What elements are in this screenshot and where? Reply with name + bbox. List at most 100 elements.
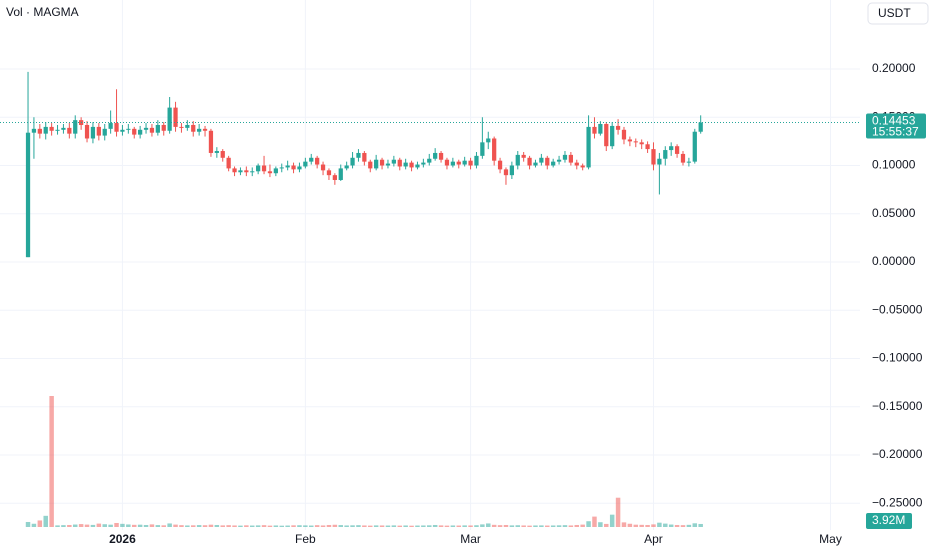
- candle-body: [509, 165, 514, 176]
- candle-body: [385, 163, 391, 166]
- candle-body: [84, 124, 90, 139]
- candle-body: [580, 165, 585, 168]
- candle-body: [551, 161, 556, 166]
- volume-bar: [674, 524, 680, 527]
- candle-body: [55, 129, 60, 131]
- volume-bar: [149, 524, 155, 527]
- candle-body: [138, 129, 143, 135]
- candle-body: [639, 142, 644, 145]
- candle-body: [633, 141, 638, 143]
- candle-body: [350, 157, 355, 166]
- volume-bar: [651, 524, 656, 527]
- volume-bar: [179, 525, 184, 527]
- volume-bar: [143, 524, 149, 527]
- last-price-box: [866, 113, 926, 139]
- candle-body: [155, 124, 160, 133]
- candle-body: [515, 154, 520, 166]
- volume-bar: [190, 525, 196, 527]
- volume-bar: [96, 523, 102, 527]
- y-tick-label: −0.25000: [872, 495, 923, 509]
- volume-bar: [615, 497, 621, 527]
- volume-bar: [480, 524, 485, 527]
- volume-bar: [126, 524, 131, 527]
- volume-bar: [320, 525, 326, 527]
- volume-bar: [273, 525, 279, 527]
- volume-bar: [574, 524, 580, 527]
- candle-body: [120, 129, 125, 132]
- currency-button[interactable]: [867, 2, 929, 25]
- volume-bars: [25, 396, 703, 527]
- candle-body: [326, 170, 332, 176]
- last-price-label: 0.14453: [872, 114, 916, 128]
- candle-body: [338, 168, 343, 180]
- candle-body: [43, 126, 48, 134]
- candle-body: [604, 124, 609, 147]
- currency-label[interactable]: USDT: [878, 6, 911, 20]
- volume-bar: [356, 525, 361, 527]
- volume-bar: [137, 524, 143, 527]
- candle-body: [96, 126, 101, 136]
- candle-body: [539, 157, 544, 163]
- candle-body: [610, 125, 615, 147]
- volume-bar: [261, 525, 267, 527]
- candle-body: [309, 157, 314, 162]
- volume-bar: [214, 524, 220, 527]
- candle-body: [273, 168, 278, 174]
- candle-body: [179, 126, 184, 128]
- candle-body: [427, 158, 432, 163]
- volume-bar: [108, 524, 113, 527]
- volume-bar: [250, 525, 255, 527]
- volume-bar: [155, 525, 161, 527]
- y-tick-label: −0.10000: [872, 351, 923, 365]
- grid: [0, 0, 860, 530]
- candle-body: [492, 138, 497, 161]
- candle-body: [680, 153, 686, 163]
- candle-body: [250, 171, 255, 173]
- candle-body: [291, 165, 296, 170]
- volume-bar: [462, 525, 467, 527]
- volume-bar: [497, 525, 503, 527]
- candle-body: [297, 166, 302, 170]
- last-volume-label: 3.92M: [872, 513, 905, 527]
- candle-body: [37, 128, 42, 134]
- candle-body: [409, 162, 414, 168]
- candle-body: [663, 150, 668, 159]
- y-tick-label: −0.15000: [872, 399, 923, 413]
- candle-body: [185, 124, 190, 128]
- volume-bar: [120, 523, 125, 527]
- candle-body: [167, 107, 172, 131]
- x-tick-label: 2026: [109, 532, 136, 546]
- volume-bar: [698, 523, 703, 527]
- volume-bar: [25, 521, 31, 527]
- volume-bar: [49, 396, 54, 527]
- volume-bar: [220, 525, 225, 527]
- volume-bar: [509, 525, 515, 527]
- volume-bar: [291, 525, 296, 527]
- volume-bar: [421, 525, 426, 527]
- volume-bar: [385, 525, 391, 527]
- volume-bar: [303, 525, 308, 527]
- candle-body: [456, 161, 461, 165]
- volume-bar: [208, 524, 214, 527]
- candle-body: [25, 132, 31, 258]
- chart-title: Vol · MAGMA: [6, 5, 79, 19]
- volume-bar: [432, 524, 438, 527]
- candle-body: [214, 151, 219, 153]
- volume-bar: [285, 525, 290, 527]
- volume-bar: [167, 523, 172, 527]
- candle-body: [574, 162, 579, 166]
- y-tick-label: 0.10000: [872, 158, 916, 172]
- volume-bar: [592, 516, 597, 527]
- candle-body: [562, 154, 568, 160]
- candle-body: [698, 122, 703, 132]
- candle-body: [438, 152, 444, 160]
- x-tick-label: May: [819, 532, 842, 546]
- volume-bar: [668, 524, 674, 527]
- volume-bar: [332, 524, 338, 527]
- candle-body: [31, 128, 37, 133]
- volume-bar: [562, 525, 568, 527]
- candle-body: [480, 142, 485, 156]
- volume-bar: [692, 523, 698, 527]
- candle-body: [503, 169, 509, 176]
- candle-body: [332, 175, 337, 180]
